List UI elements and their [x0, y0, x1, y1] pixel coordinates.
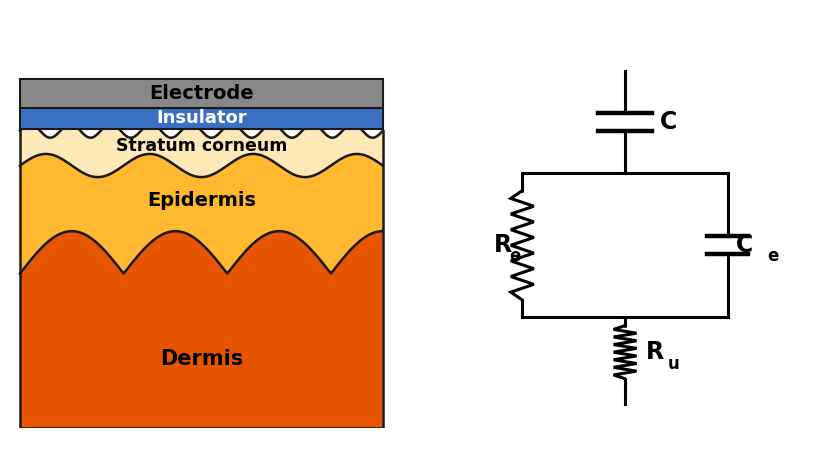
Polygon shape	[20, 231, 383, 428]
Text: u: u	[668, 355, 680, 374]
Text: Epidermis: Epidermis	[147, 191, 256, 210]
Polygon shape	[20, 154, 383, 274]
Text: Insulator: Insulator	[156, 109, 247, 127]
Text: Electrode: Electrode	[149, 84, 253, 102]
Text: R: R	[646, 340, 664, 364]
Polygon shape	[20, 124, 383, 177]
Text: C: C	[736, 233, 753, 257]
Text: Dermis: Dermis	[159, 348, 243, 368]
Text: e: e	[767, 247, 779, 265]
Text: Stratum corneum: Stratum corneum	[116, 137, 287, 155]
Text: C: C	[660, 110, 677, 134]
Bar	[20, 108, 383, 129]
Text: e: e	[508, 247, 520, 265]
Text: R: R	[494, 233, 512, 257]
Bar	[20, 78, 383, 108]
